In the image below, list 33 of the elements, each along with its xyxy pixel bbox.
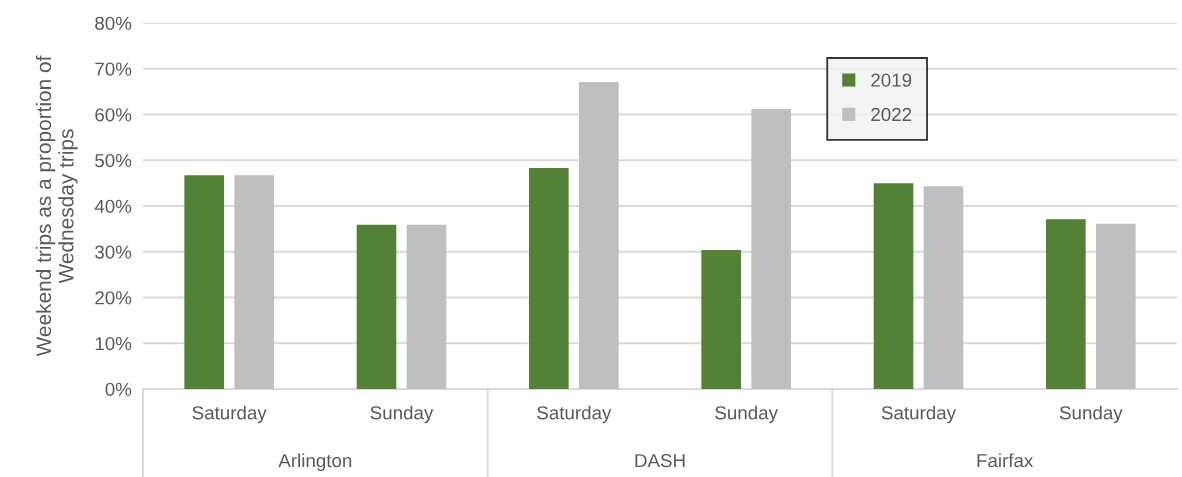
bar (579, 82, 619, 389)
y-tick-label: 20% (95, 291, 132, 305)
text: DASH (635, 453, 685, 468)
bar (184, 175, 224, 389)
x-tick-label: Saturday (192, 405, 267, 424)
bar (1096, 223, 1136, 389)
x-tick-label: Saturday (881, 405, 956, 424)
y-tick-label: 30% (95, 245, 132, 259)
legend-label: 2019 (871, 73, 912, 87)
y-tick-label: 0% (105, 382, 132, 396)
bar (234, 175, 274, 389)
bar (529, 168, 569, 389)
y-tick-label: 80% (95, 16, 132, 30)
bar (701, 249, 741, 389)
text: Arlington (278, 453, 352, 471)
y-tick-label: 50% (95, 153, 132, 168)
bar (406, 224, 447, 389)
bar (873, 183, 914, 389)
legend-label: 2022 (871, 107, 912, 122)
x-tick-label: Sunday (715, 405, 778, 424)
bar (751, 109, 791, 389)
text: Fairfax (977, 453, 1034, 468)
x-tick-label: Sunday (1059, 405, 1123, 424)
x-tick-label: Saturday (537, 405, 612, 424)
bar (923, 186, 964, 389)
bar (1046, 219, 1086, 389)
y-tick-label: 40% (94, 199, 132, 213)
y-tick-label: 70% (95, 62, 132, 76)
y-tick-label: 60% (95, 108, 132, 122)
y-axis-title: Weekend trips as a proportion of Wednesday trips (35, 55, 78, 357)
x-tick-label: Sunday (370, 405, 434, 424)
y-tick-label: 10% (95, 336, 132, 351)
bar (356, 224, 397, 389)
